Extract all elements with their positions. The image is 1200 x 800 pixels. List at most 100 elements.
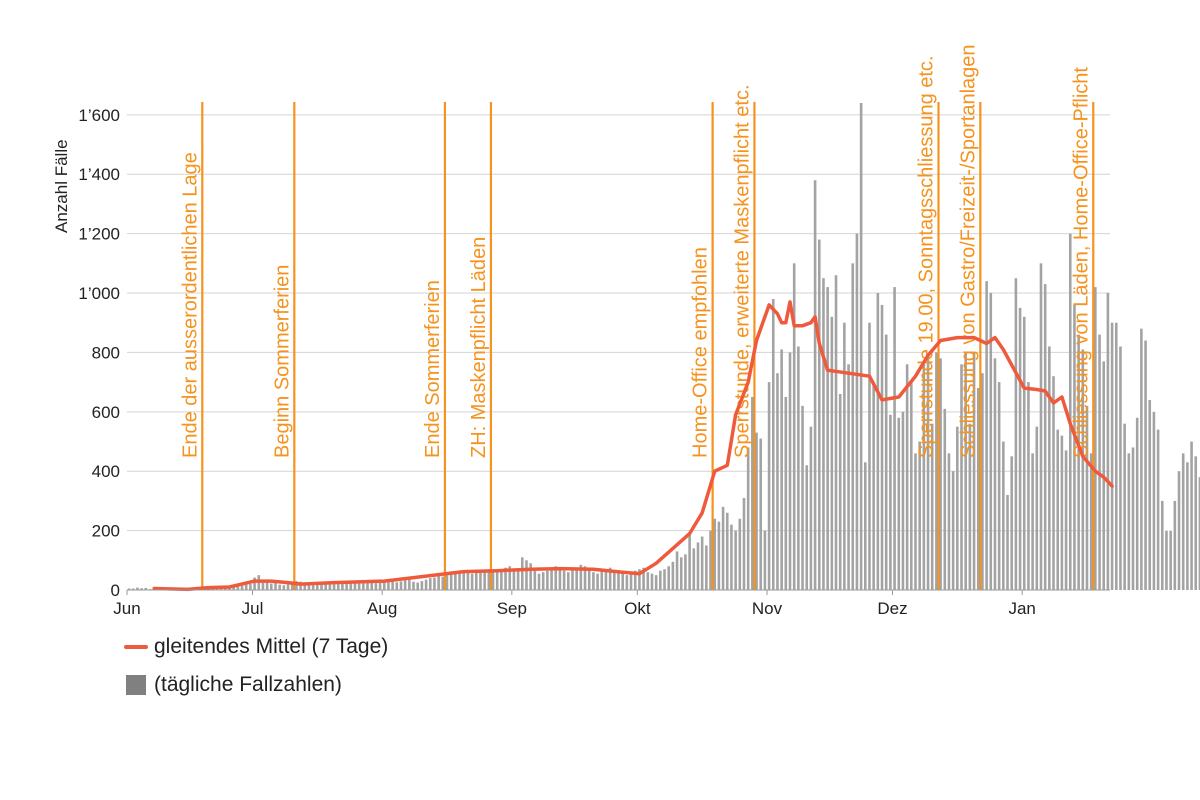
daily-bar	[985, 281, 988, 590]
daily-bar	[826, 287, 829, 590]
daily-bar	[525, 560, 528, 590]
event-label: Sperrstunde, erweiterte Maskenpflicht et…	[731, 84, 753, 458]
daily-bar	[127, 588, 131, 590]
daily-bar	[663, 569, 666, 590]
daily-bar	[926, 358, 930, 590]
daily-bar	[801, 405, 804, 590]
x-tick-label: Nov	[752, 599, 783, 618]
moving-average-layer	[152, 300, 1114, 592]
daily-bar	[412, 581, 415, 590]
daily-bar	[1190, 441, 1193, 590]
legend-item-daily-cases: (tägliche Fallzahlen)	[124, 666, 388, 704]
daily-bar	[939, 358, 942, 590]
daily-bar	[495, 571, 499, 590]
daily-bar	[625, 575, 629, 590]
daily-bar	[621, 573, 624, 590]
daily-bar	[1148, 399, 1152, 590]
axes: Anzahl Fälle 0 200 400 600 800 1’000 1’200 1’40…	[52, 106, 1110, 618]
daily-bar	[479, 572, 482, 590]
daily-bar	[730, 524, 733, 590]
daily-bar	[131, 588, 135, 590]
daily-bar	[136, 587, 139, 590]
daily-bar	[341, 581, 344, 590]
daily-bar	[717, 521, 721, 590]
legend: gleitendes Mittel (7 Tage) (tägliche Fal…	[124, 628, 388, 704]
event-markers: Ende der ausserordentlichen Lage Beginn S…	[179, 44, 1095, 590]
daily-bar	[424, 579, 428, 590]
daily-bar	[466, 572, 470, 590]
daily-bar	[667, 566, 670, 590]
daily-bar	[792, 263, 796, 590]
daily-bar	[700, 536, 704, 590]
daily-bar	[822, 278, 825, 590]
daily-bar	[370, 582, 373, 590]
daily-bar	[592, 572, 595, 590]
x-tick-label: Sep	[497, 599, 527, 618]
daily-bar	[236, 586, 240, 590]
event-label: ZH: Maskenpflicht Läden	[468, 237, 490, 458]
daily-bar	[562, 570, 566, 590]
daily-bar	[1048, 346, 1051, 590]
daily-bar	[893, 287, 896, 590]
event-label: Schliessung von Läden, Home-Office-Pflic…	[1070, 67, 1092, 458]
daily-bar	[567, 572, 570, 590]
daily-bar	[964, 352, 967, 590]
daily-bar	[345, 582, 348, 590]
daily-bar	[428, 578, 432, 590]
y-tick-label: 1’000	[78, 284, 120, 303]
daily-bar	[261, 582, 265, 590]
daily-bar	[278, 584, 281, 590]
y-axis-label: Anzahl Fälle	[52, 139, 71, 233]
daily-bar	[558, 567, 562, 590]
daily-bar	[449, 573, 453, 590]
daily-bar	[1064, 450, 1068, 590]
daily-bar	[295, 581, 298, 590]
legend-box-swatch	[126, 675, 146, 695]
daily-bar	[1039, 263, 1043, 590]
daily-bar	[366, 581, 369, 590]
moving-average-line	[152, 300, 1114, 592]
daily-bar	[633, 570, 637, 590]
event-label: Home-Office empfohlen	[690, 247, 712, 458]
daily-bar	[324, 583, 327, 590]
daily-bar	[918, 441, 921, 590]
daily-bar	[771, 298, 775, 590]
daily-bar	[1031, 453, 1034, 590]
daily-bar	[809, 426, 813, 590]
daily-bar	[788, 352, 792, 590]
daily-bar	[445, 575, 449, 590]
daily-bar	[491, 569, 495, 590]
daily-bar	[864, 462, 867, 590]
daily-bar	[1006, 494, 1009, 590]
daily-bar	[512, 569, 516, 590]
x-tick-label: Aug	[367, 599, 397, 618]
daily-bar	[1123, 423, 1126, 590]
daily-bar	[1027, 382, 1030, 590]
daily-bar	[399, 581, 403, 590]
y-tick-label: 800	[92, 343, 120, 362]
daily-bar	[884, 334, 888, 590]
daily-bar	[265, 581, 269, 590]
daily-bar	[282, 585, 286, 590]
daily-bar	[1098, 334, 1101, 590]
daily-bar	[516, 568, 520, 590]
daily-bar	[705, 545, 708, 590]
daily-bar	[378, 582, 382, 590]
daily-bar	[1194, 456, 1198, 590]
daily-bar	[872, 382, 875, 590]
daily-bar	[1173, 500, 1177, 590]
daily-bar	[1140, 328, 1143, 590]
daily-bar	[470, 573, 474, 590]
daily-bar	[1018, 307, 1022, 590]
daily-bar	[847, 364, 850, 590]
daily-bar	[692, 548, 696, 590]
daily-bar	[684, 554, 687, 590]
daily-bar	[458, 571, 461, 590]
daily-bar	[914, 453, 917, 590]
daily-bar	[767, 382, 771, 590]
daily-bar	[596, 573, 599, 590]
daily-bar	[738, 518, 742, 590]
daily-bar	[1060, 435, 1064, 590]
daily-bar	[993, 358, 997, 590]
